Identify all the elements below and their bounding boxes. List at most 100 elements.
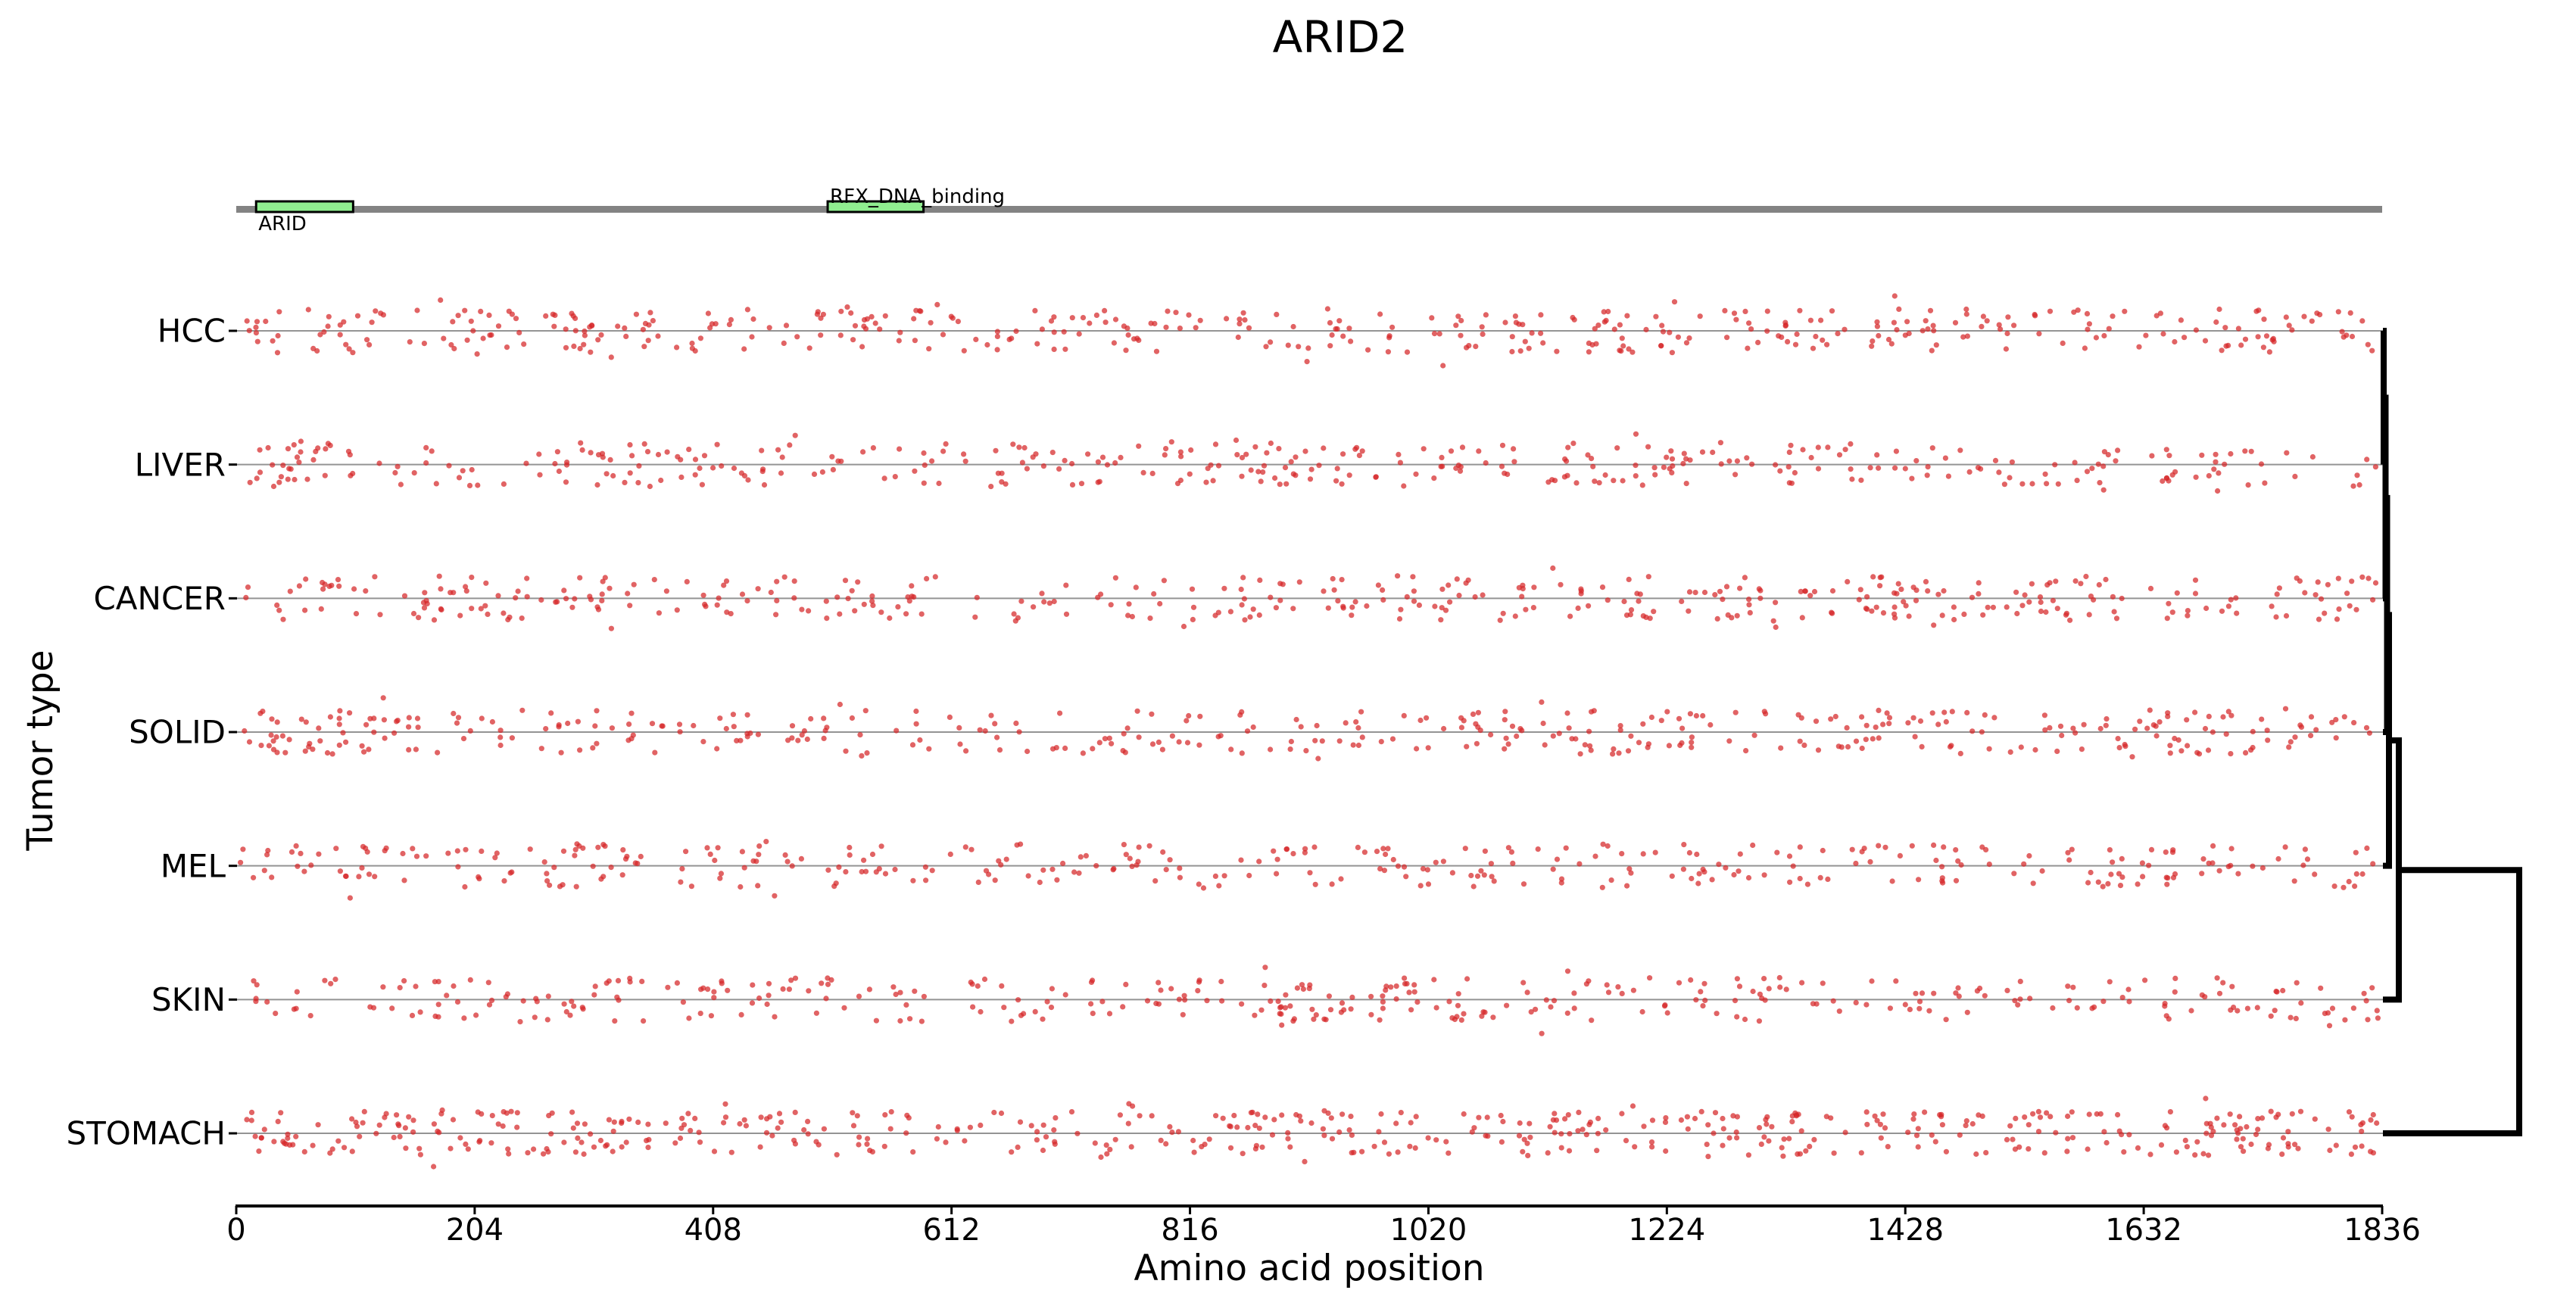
mutation-point bbox=[486, 1002, 493, 1008]
mutation-point bbox=[1397, 460, 1403, 466]
mutation-point bbox=[994, 734, 1000, 740]
mutation-point bbox=[1711, 1130, 1717, 1136]
mutation-point bbox=[1420, 866, 1427, 872]
mutation-point bbox=[265, 847, 271, 854]
mutation-point bbox=[1820, 847, 1826, 854]
mutation-point bbox=[1268, 998, 1274, 1004]
mutation-point bbox=[1258, 1007, 1265, 1013]
mutation-point bbox=[2007, 1123, 2013, 1129]
mutation-point bbox=[280, 616, 286, 622]
mutation-point bbox=[1404, 594, 1410, 600]
mutation-point bbox=[2219, 347, 2225, 354]
mutation-point bbox=[824, 724, 830, 731]
mutation-point bbox=[1205, 466, 1211, 472]
mutation-point bbox=[1667, 466, 1673, 472]
mutation-point bbox=[636, 463, 642, 469]
mutation-point bbox=[1413, 471, 1419, 477]
mutation-point bbox=[830, 466, 836, 473]
mutation-point bbox=[2206, 713, 2212, 720]
mutation-point bbox=[353, 1119, 359, 1126]
mutation-point bbox=[525, 1150, 531, 1156]
mutation-point bbox=[870, 445, 876, 451]
mutation-point bbox=[1589, 1017, 1595, 1024]
mutation-point bbox=[1895, 581, 1901, 587]
mutation-point bbox=[1916, 999, 1923, 1005]
mutation-point bbox=[1349, 612, 1355, 619]
mutation-point bbox=[717, 875, 723, 881]
mutation-point bbox=[1112, 460, 1118, 466]
mutation-point bbox=[1633, 431, 1639, 437]
mutation-point bbox=[463, 1141, 469, 1147]
mutation-point bbox=[1212, 873, 1218, 879]
mutation-point bbox=[2147, 1151, 2153, 1158]
tumor-row-MEL: MEL bbox=[161, 839, 2383, 901]
mutation-point bbox=[2225, 864, 2231, 870]
mutation-point bbox=[240, 846, 246, 852]
mutation-point bbox=[2101, 1129, 2107, 1135]
mutation-point bbox=[1705, 1154, 1711, 1160]
mutation-point bbox=[1592, 478, 1598, 485]
mutation-point bbox=[332, 977, 338, 983]
mutation-point bbox=[1997, 326, 2004, 332]
mutation-point bbox=[1076, 870, 1082, 876]
mutation-point bbox=[847, 852, 853, 858]
mutation-point bbox=[1977, 985, 1983, 992]
mutation-point bbox=[2019, 481, 2026, 487]
mutation-point bbox=[444, 992, 450, 999]
mutation-point bbox=[1239, 750, 1245, 756]
mutation-point bbox=[451, 590, 457, 596]
mutation-point bbox=[1942, 455, 1948, 461]
mutation-point bbox=[1595, 323, 1601, 329]
mutation-point bbox=[1629, 1103, 1636, 1109]
mutation-point bbox=[2053, 578, 2059, 584]
mutation-point bbox=[921, 480, 927, 486]
mutation-point bbox=[2359, 574, 2365, 580]
mutation-point bbox=[391, 1134, 397, 1141]
mutation-point bbox=[861, 323, 867, 329]
mutation-point bbox=[2013, 589, 2019, 595]
mutation-point bbox=[1203, 479, 1209, 485]
mutation-point bbox=[622, 856, 629, 862]
mutation-point bbox=[1255, 469, 1261, 475]
mutation-point bbox=[2172, 975, 2178, 981]
mutation-point bbox=[1842, 447, 1848, 453]
mutation-point bbox=[1720, 1126, 1726, 1132]
mutation-point bbox=[2272, 1008, 2278, 1014]
mutation-point bbox=[2205, 747, 2212, 753]
mutation-point bbox=[1438, 617, 1444, 623]
mutation-point bbox=[2170, 874, 2177, 880]
mutation-point bbox=[596, 452, 602, 458]
mutation-point bbox=[728, 1149, 734, 1155]
mutation-point bbox=[1407, 1143, 1413, 1149]
mutation-point bbox=[1239, 1001, 1245, 1007]
mutation-point bbox=[1935, 591, 1941, 597]
mutation-point bbox=[1316, 463, 1322, 469]
mutation-point bbox=[1779, 334, 1785, 340]
mutation-point bbox=[627, 603, 633, 609]
mutation-point bbox=[1189, 586, 1196, 592]
mutation-point bbox=[473, 1012, 479, 1018]
mutation-point bbox=[2203, 605, 2210, 612]
mutation-point bbox=[864, 316, 870, 322]
mutation-point bbox=[1307, 476, 1314, 482]
mutation-point bbox=[1383, 851, 1389, 858]
mutation-point bbox=[504, 991, 511, 997]
mutation-point bbox=[463, 584, 469, 590]
mutation-point bbox=[2365, 575, 2372, 581]
mutation-point bbox=[507, 870, 513, 876]
mutation-point bbox=[715, 845, 721, 851]
mutation-point bbox=[1645, 574, 1651, 580]
mutation-point bbox=[692, 1115, 698, 1121]
mutation-point bbox=[1390, 856, 1396, 863]
mutation-point bbox=[1455, 991, 1461, 997]
mutation-point bbox=[2280, 1135, 2287, 1141]
mutation-point bbox=[683, 849, 689, 855]
mutation-point bbox=[1475, 709, 1481, 715]
mutation-point bbox=[2292, 473, 2298, 480]
mutation-point bbox=[696, 1130, 702, 1136]
mutation-point bbox=[1903, 603, 1909, 609]
mutation-point bbox=[897, 989, 903, 996]
mutation-point bbox=[307, 740, 313, 746]
mutation-point bbox=[1306, 986, 1312, 992]
mutation-point bbox=[1602, 472, 1608, 478]
